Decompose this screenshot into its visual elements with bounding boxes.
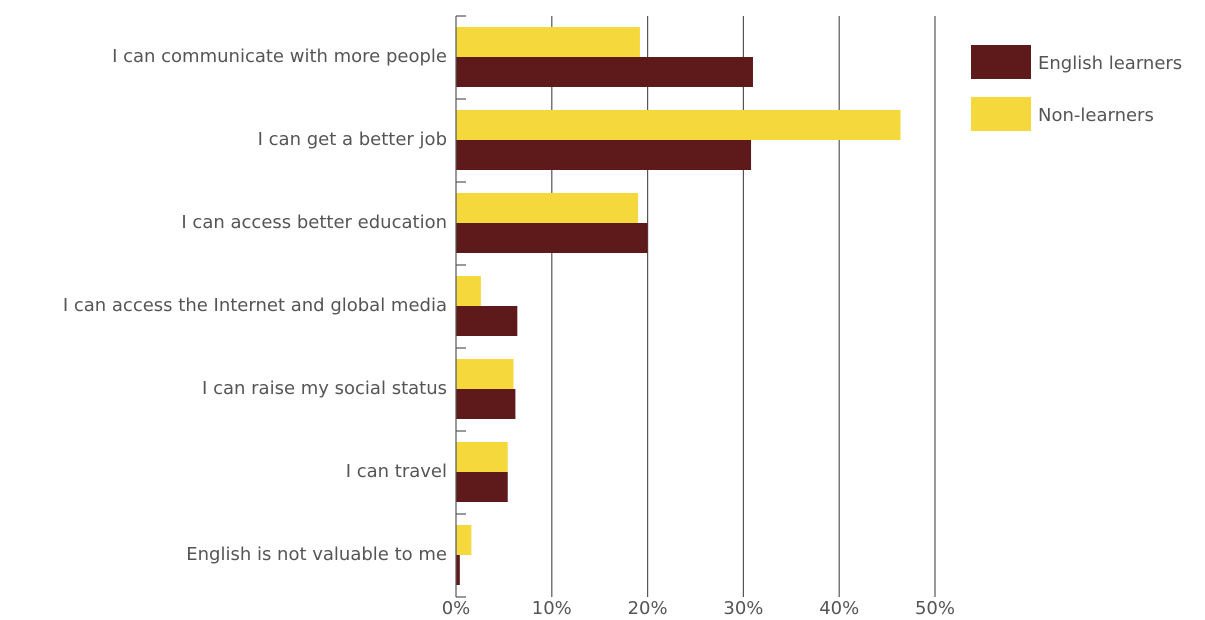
bar-non-learners: [456, 193, 639, 223]
bar-english-learners: [456, 223, 648, 253]
x-tick-label: 40%: [819, 598, 859, 619]
category-label: I can access better education: [181, 212, 447, 233]
bar-non-learners: [456, 110, 901, 140]
legend-swatch: [971, 45, 1031, 79]
bar-english-learners: [456, 140, 752, 170]
bar-english-learners: [456, 306, 518, 336]
gridlines: [551, 16, 936, 597]
bar-non-learners: [456, 442, 508, 472]
bars: [456, 27, 901, 585]
category-label: I can travel: [346, 461, 447, 482]
bar-english-learners: [456, 472, 508, 502]
x-tick-label: 50%: [915, 598, 955, 619]
bar-english-learners: [456, 389, 516, 419]
bar-english-learners: [456, 57, 753, 87]
bar-non-learners: [456, 359, 514, 389]
legend-label: English learners: [1038, 53, 1182, 74]
x-tick-label: 20%: [628, 598, 668, 619]
legend: English learners Non-learners: [971, 45, 1182, 131]
bar-non-learners: [456, 276, 481, 306]
legend-swatch: [971, 97, 1031, 131]
bar-english-learners: [456, 555, 460, 585]
category-label: English is not valuable to me: [186, 544, 447, 565]
y-axis: [455, 15, 466, 598]
x-tick-labels: 0% 10% 20% 30% 40% 50%: [442, 598, 955, 619]
x-tick-label: 0%: [442, 598, 471, 619]
bar-non-learners: [456, 525, 472, 555]
category-labels: I can communicate with more people I can …: [63, 46, 447, 565]
bar-non-learners: [456, 27, 640, 57]
x-tick-label: 30%: [723, 598, 763, 619]
category-label: I can access the Internet and global med…: [63, 295, 447, 316]
legend-label: Non-learners: [1038, 105, 1154, 126]
category-label: I can get a better job: [258, 129, 447, 150]
x-tick-label: 10%: [532, 598, 572, 619]
category-label: I can raise my social status: [202, 378, 447, 399]
category-label: I can communicate with more people: [112, 46, 447, 67]
